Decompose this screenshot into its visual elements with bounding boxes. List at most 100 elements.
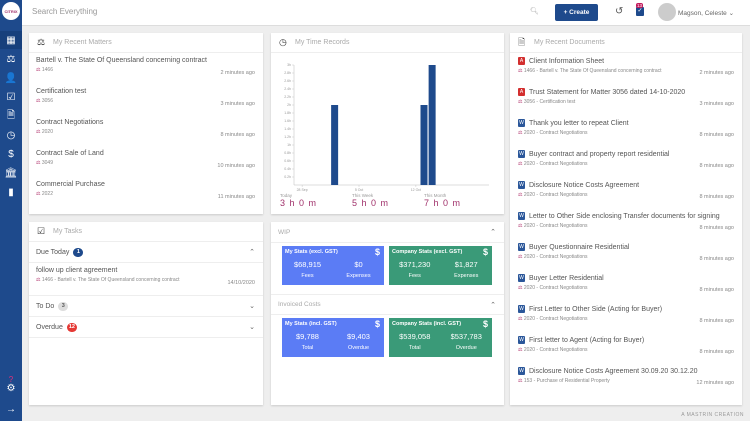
wip-section[interactable]: WIP ⌃ [271, 222, 504, 243]
invoiced-my-stats: My Stats (incl. GST) $ $9,788 $9,403 Total… [282, 318, 384, 357]
document-title: First Letter to Other Side (Acting for B… [529, 305, 663, 313]
matter-icon: ⚖ [518, 192, 524, 198]
sidebar-item-documents[interactable]: 🗎 [6, 109, 16, 121]
todo-section[interactable]: To Do 3 ⌄ [29, 296, 263, 317]
summary-label: This Month [424, 193, 447, 198]
overdue-section[interactable]: Overdue 12 ⌄ [29, 317, 263, 338]
logout-icon[interactable]: → [6, 403, 16, 415]
sidebar-item-contacts[interactable]: 👤 [4, 72, 18, 84]
document-item[interactable]: W Thank you letter to repeat Client ⚖ 2020… [510, 115, 742, 146]
matter-title: Contract Negotiations [36, 119, 104, 126]
summary-value: 5 h 0 m [352, 198, 390, 208]
sidebar-item-tasks[interactable]: ☑ [6, 91, 16, 103]
document-title: Trust Statement for Matter 3056 dated 14… [529, 88, 686, 96]
y-tick-label: 3h [287, 63, 291, 67]
sidebar: CITRIX ▦ ⚖ 👤 ☑ 🗎 ◷ $ 🏛 ▮ ? ⚙ → [0, 0, 22, 421]
matter-item[interactable]: Certification test ⚖ 3056 3 minutes ago [29, 84, 263, 115]
y-tick-label: 2.2h [284, 95, 291, 99]
matter-icon: ⚖ [518, 130, 524, 136]
word-doc-icon: W [518, 274, 525, 282]
matter-icon: ⚖ [36, 129, 42, 135]
document-item[interactable]: W Disclosure Notice Costs Agreement ⚖ 2020… [510, 177, 742, 208]
card-title: My Recent Matters [53, 39, 112, 46]
sidebar-item-matters[interactable]: ⚖ [6, 53, 16, 65]
matter-sub: ⚖ 2020 [36, 129, 256, 135]
document-item[interactable]: W Letter to Other Side enclosing Transfer… [510, 208, 742, 239]
word-doc-icon: W [518, 336, 525, 344]
matter-icon: ⚖ [518, 223, 524, 229]
time-records-card: ◷ My Time Records 0.2h 0.4h 0.6h 0.8h 1h 1.2h 1… [271, 33, 504, 214]
document-item[interactable]: W First letter to Agent (Acting for Buyer… [510, 332, 742, 363]
tasks-icon[interactable]: ✓ [636, 7, 644, 16]
matter-item[interactable]: Bartell v. The State Of Queensland conce… [29, 53, 263, 84]
stat-value: $68,915 [293, 260, 322, 269]
matter-title: Bartell v. The State Of Queensland conce… [36, 57, 207, 64]
y-tick-label: 0.4h [284, 167, 291, 171]
document-item[interactable]: W Buyer contract and property report resi… [510, 146, 742, 177]
matter-sub: ⚖ 3049 [36, 160, 256, 166]
chevron-down-icon[interactable]: ⌄ [249, 324, 255, 331]
chevron-down-icon[interactable]: ⌄ [249, 303, 255, 310]
chevron-up-icon[interactable]: ⌃ [249, 249, 255, 256]
sidebar-item-dashboard[interactable]: ▦ [0, 31, 22, 49]
task-item[interactable]: follow up client agreement ⚖ 1466 - Bart… [29, 263, 263, 296]
document-time: 8 minutes ago [699, 349, 734, 355]
document-matter: 2020 - Contract Negotiations [523, 223, 588, 229]
matter-title: Certification test [36, 88, 87, 95]
document-item[interactable]: A Trust Statement for Matter 3056 dated 1… [510, 84, 742, 115]
document-item[interactable]: W Buyer Letter Residential ⚖ 2020 - Contra… [510, 270, 742, 301]
y-tick-label: 1.4h [284, 127, 291, 131]
document-matter: 1466 - Bartell v. The State Of Queenslan… [523, 68, 662, 74]
invoiced-section[interactable]: Invoiced Costs ⌃ [271, 294, 504, 315]
settings-icon[interactable]: ⚙ [6, 382, 16, 394]
matter-title: Contract Sale of Land [36, 150, 104, 157]
app-logo[interactable]: CITRIX [2, 2, 20, 20]
matter-icon: ⚖ [518, 161, 524, 167]
matter-title: Commercial Purchase [36, 181, 105, 188]
document-item[interactable]: W Disclosure Notice Costs Agreement 30.09… [510, 363, 742, 394]
matter-item[interactable]: Contract Negotiations ⚖ 2020 8 minutes ago [29, 115, 263, 146]
stat-value: $1,827 [454, 260, 478, 269]
document-sub: ⚖ 2020 - Contract Negotiations [518, 285, 735, 291]
y-tick-label: 2h [287, 103, 291, 107]
help-icon[interactable]: ? [8, 374, 14, 384]
pdf-icon: A [518, 57, 525, 65]
wip-my-stats: My Stats (excl. GST) $ $68,915 $0 Fees Expe… [282, 246, 384, 285]
stat-label: Fees [408, 273, 421, 279]
matter-id: 2020 [41, 129, 53, 135]
due-today-section[interactable]: Due Today 1 ⌃ [29, 242, 263, 263]
user-menu[interactable]: Magson, Celeste ⌄ [678, 10, 735, 17]
search-input[interactable]: Search Everything [32, 7, 98, 16]
document-time: 8 minutes ago [699, 194, 734, 200]
search-icon[interactable]: 🔍︎ [530, 8, 539, 15]
sidebar-item-reports[interactable]: ▮ [8, 186, 14, 198]
matter-item[interactable]: Contract Sale of Land ⚖ 3049 10 minutes ag… [29, 146, 263, 177]
document-title: Disclosure Notice Costs Agreement [529, 181, 640, 189]
y-tick-label: 1.2h [284, 135, 291, 139]
gavel-icon: ⚖ [37, 37, 46, 47]
create-button[interactable]: + Create [555, 4, 598, 21]
stat-value: $539,058 [399, 332, 431, 341]
chevron-up-icon[interactable]: ⌃ [490, 229, 496, 236]
y-tick-label: 2.8h [284, 71, 291, 75]
sidebar-item-time[interactable]: ◷ [6, 129, 16, 141]
history-icon[interactable]: ↺ [615, 6, 624, 17]
document-item[interactable]: A Client Information Sheet ⚖ 1466 - Bartel… [510, 53, 742, 84]
task-date: 14/10/2020 [227, 280, 255, 286]
chevron-up-icon[interactable]: ⌃ [490, 301, 496, 309]
stat-title: Company Stats (excl. GST) [392, 249, 463, 255]
avatar[interactable] [658, 3, 676, 21]
invoiced-company-stats: Company Stats (incl. GST) $ $539,058 $537,… [389, 318, 492, 357]
word-doc-icon: W [518, 243, 525, 251]
sidebar-item-trust[interactable]: 🏛 [4, 167, 18, 179]
sidebar-item-billing[interactable]: $ [8, 148, 14, 160]
matter-item[interactable]: Commercial Purchase ⚖ 2022 11 minutes ago [29, 177, 263, 208]
document-time: 8 minutes ago [699, 225, 734, 231]
dollar-icon: $ [482, 247, 488, 257]
document-item[interactable]: W First Letter to Other Side (Acting for … [510, 301, 742, 332]
document-item[interactable]: W Buyer Questionnaire Residential ⚖ 2020 -… [510, 239, 742, 270]
y-tick-label: 1h [287, 143, 291, 147]
matter-time: 3 minutes ago [220, 101, 255, 107]
document-time: 3 minutes ago [699, 101, 734, 107]
matter-icon: ⚖ [518, 285, 524, 291]
